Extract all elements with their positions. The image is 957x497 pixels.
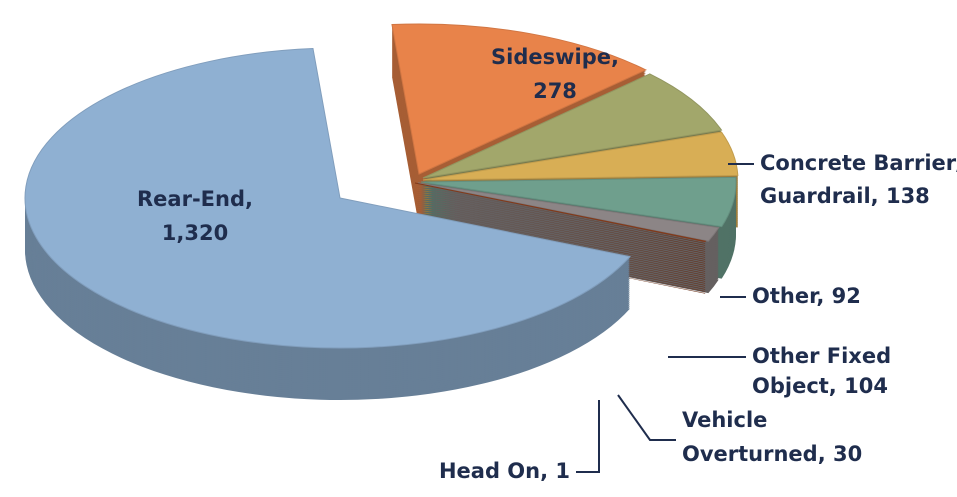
slice-side [418,213,719,272]
slice-side [418,195,719,254]
slice [391,23,647,175]
slice-side [418,199,719,258]
slice-label: Vehicle [682,408,767,432]
slice-label: Rear-End, [137,187,253,211]
slice-side [415,205,706,264]
slice-side [418,187,719,246]
slice-side [418,203,719,262]
slice-side [415,199,706,258]
slice-side [415,191,706,250]
slice [417,182,720,242]
slice-side [415,195,706,254]
leader-line [617,394,676,441]
slice-label: 1,320 [162,221,228,245]
slice-side [418,209,719,268]
slice-label: 278 [533,79,577,103]
slice [420,176,737,228]
slice-side [418,207,719,266]
slice-side [415,209,706,268]
leader-line [576,400,600,473]
slice-side [418,197,719,256]
slice-side [415,193,706,252]
slice-label: Concrete Barrier/ [760,151,957,175]
slice [414,182,707,243]
slice-side [418,189,719,248]
slice [422,73,723,179]
slice-label: Object, 104 [752,374,888,398]
slice-label: Other Fixed [752,344,891,368]
slice-side [415,207,706,266]
slice-side [418,205,719,264]
slice-side [415,187,706,246]
slice-label: Overturned, 30 [682,442,862,466]
slice-label: Guardrail, 138 [760,184,930,208]
slice-label: Head On, 1 [439,459,570,483]
slice-side [418,211,719,270]
slice-side [415,189,706,248]
slice-side [418,201,719,260]
slice-side [415,203,706,262]
slice-side [415,201,706,260]
slice [422,131,739,181]
slice-label: Sideswipe, [491,45,619,69]
slice-label: Other, 92 [752,284,861,308]
slice-side [415,185,706,244]
slice [24,48,631,349]
slice-side [418,193,719,252]
slice-side [418,191,719,250]
slice-side [415,197,706,256]
slice-side [415,211,706,270]
